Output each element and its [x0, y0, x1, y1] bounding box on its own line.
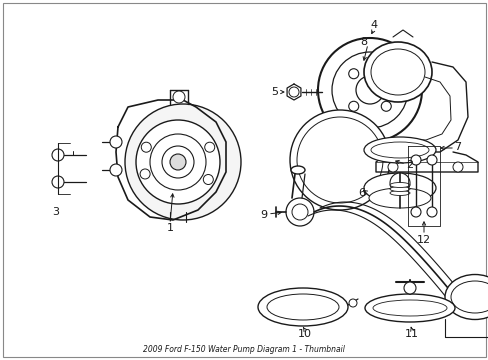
Text: 3: 3	[52, 207, 60, 217]
Circle shape	[403, 282, 415, 294]
Ellipse shape	[370, 49, 424, 95]
Circle shape	[426, 207, 436, 217]
Text: 8: 8	[360, 37, 367, 47]
Circle shape	[110, 136, 122, 148]
Circle shape	[140, 169, 150, 179]
Circle shape	[387, 162, 397, 172]
Circle shape	[331, 52, 407, 128]
Text: 10: 10	[297, 329, 311, 339]
Circle shape	[136, 120, 220, 204]
Ellipse shape	[258, 288, 347, 326]
Circle shape	[204, 142, 214, 152]
Circle shape	[141, 142, 151, 152]
Circle shape	[348, 101, 358, 111]
Text: 9: 9	[260, 210, 267, 220]
Circle shape	[381, 69, 390, 79]
Circle shape	[348, 299, 356, 307]
Circle shape	[285, 198, 313, 226]
Circle shape	[203, 175, 213, 184]
Circle shape	[317, 38, 421, 142]
Circle shape	[52, 149, 64, 161]
Circle shape	[150, 134, 205, 190]
Circle shape	[289, 110, 389, 210]
Circle shape	[355, 76, 383, 104]
Circle shape	[110, 164, 122, 176]
Circle shape	[426, 155, 436, 165]
Ellipse shape	[363, 173, 435, 203]
Circle shape	[452, 162, 462, 172]
Text: 4: 4	[370, 20, 377, 30]
Circle shape	[381, 101, 390, 111]
Circle shape	[125, 104, 241, 220]
Text: 11: 11	[404, 329, 418, 339]
Ellipse shape	[372, 300, 446, 316]
Circle shape	[162, 146, 194, 178]
Ellipse shape	[370, 142, 428, 158]
Ellipse shape	[444, 274, 488, 320]
Text: 7: 7	[453, 142, 461, 152]
Ellipse shape	[389, 186, 409, 192]
Text: 12: 12	[416, 235, 430, 245]
Circle shape	[348, 69, 358, 79]
Text: 6: 6	[358, 188, 365, 198]
Ellipse shape	[450, 281, 488, 313]
Ellipse shape	[368, 188, 430, 208]
Ellipse shape	[389, 183, 409, 188]
Circle shape	[389, 173, 409, 193]
Text: 1: 1	[166, 223, 173, 233]
Circle shape	[52, 176, 64, 188]
Text: 5: 5	[271, 87, 278, 97]
Ellipse shape	[364, 294, 454, 322]
Ellipse shape	[266, 294, 338, 320]
Text: 2: 2	[406, 160, 413, 170]
Circle shape	[410, 207, 420, 217]
Text: 2009 Ford F-150 Water Pump Diagram 1 - Thumbnail: 2009 Ford F-150 Water Pump Diagram 1 - T…	[143, 346, 344, 355]
Circle shape	[288, 87, 298, 97]
Circle shape	[173, 91, 184, 103]
Ellipse shape	[290, 166, 305, 174]
Ellipse shape	[363, 42, 431, 102]
Ellipse shape	[389, 190, 409, 195]
Ellipse shape	[363, 137, 435, 163]
Circle shape	[291, 204, 307, 220]
Circle shape	[296, 117, 382, 203]
Circle shape	[410, 155, 420, 165]
Circle shape	[170, 154, 185, 170]
